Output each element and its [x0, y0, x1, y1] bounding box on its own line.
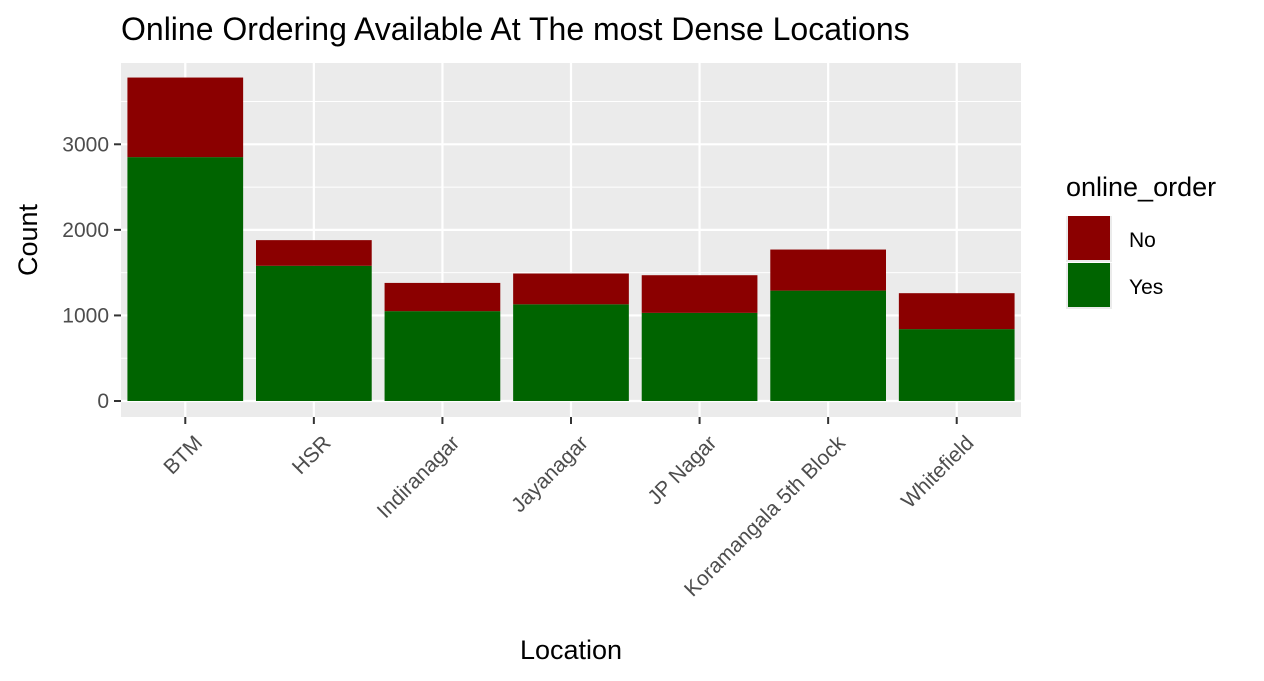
y-tick-label: 2000: [62, 219, 109, 242]
legend: online_order No Yes: [1066, 172, 1216, 309]
bar-yes: [770, 290, 886, 401]
x-tick-label: HSR: [288, 431, 336, 479]
x-axis: BTM HSR Indiranagar Jayanagar JP NagarKorama…: [159, 417, 978, 601]
chart-title: Online Ordering Available At The most De…: [121, 11, 910, 47]
bars: [127, 77, 1015, 401]
bar-yes: [641, 312, 758, 401]
x-tick-label: Whitefield: [897, 431, 978, 512]
x-tick-label: BTM: [159, 431, 207, 479]
y-tick-label: 3000: [62, 133, 109, 156]
bar-no: [641, 275, 758, 313]
legend-entry-label: No: [1129, 229, 1156, 252]
bar-no: [898, 293, 1015, 330]
bar-yes: [127, 157, 244, 401]
y-axis-title: Count: [13, 203, 43, 276]
bar-yes: [384, 311, 501, 401]
y-tick-label: 0: [97, 390, 109, 413]
bar-no: [256, 240, 372, 266]
legend-key-swatch: [1068, 216, 1110, 260]
y-tick-label: 1000: [62, 304, 109, 327]
bar-no: [770, 249, 886, 291]
legend-entry-label: Yes: [1129, 276, 1163, 299]
bar-yes: [898, 329, 1015, 401]
x-axis-title: Location: [520, 635, 622, 665]
bar-no: [127, 77, 244, 158]
bar-yes: [256, 265, 372, 401]
legend-key-swatch: [1068, 263, 1110, 307]
bar-yes: [513, 304, 629, 401]
legend-title: online_order: [1066, 172, 1216, 202]
x-tick-label: Indiranagar: [373, 431, 464, 522]
bar-no: [513, 273, 629, 305]
y-axis: 0 1000 2000 3000: [62, 133, 121, 413]
x-tick-label: Jayanagar: [507, 431, 593, 517]
x-tick-label: JP Nagar: [643, 431, 721, 509]
bar-no: [384, 282, 501, 312]
